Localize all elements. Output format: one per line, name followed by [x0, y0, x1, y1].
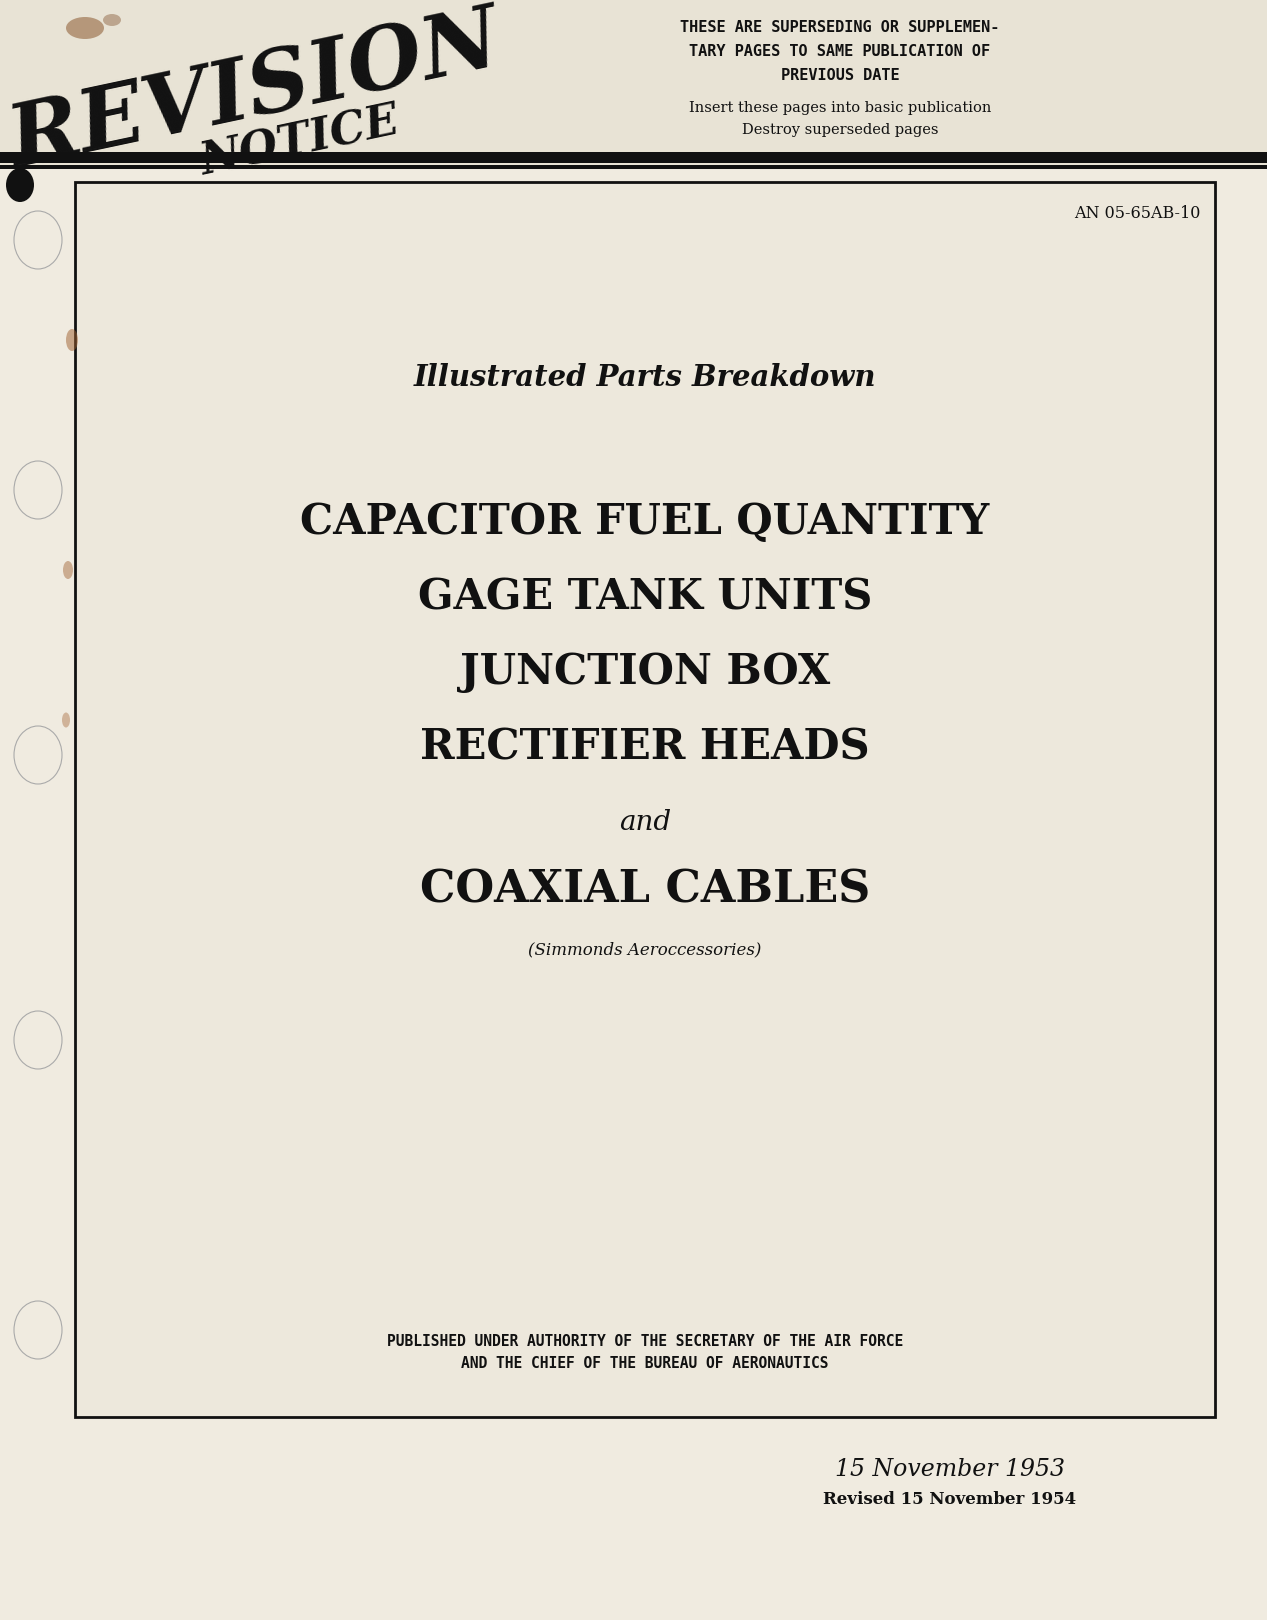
Text: 15 November 1953: 15 November 1953 — [835, 1458, 1066, 1481]
Text: AND THE CHIEF OF THE BUREAU OF AERONAUTICS: AND THE CHIEF OF THE BUREAU OF AERONAUTI… — [461, 1356, 829, 1372]
Ellipse shape — [14, 1301, 62, 1359]
Text: Illustrated Parts Breakdown: Illustrated Parts Breakdown — [414, 363, 877, 392]
Text: NOTICE: NOTICE — [196, 100, 404, 185]
Bar — [75, 181, 1215, 1418]
Ellipse shape — [14, 726, 62, 784]
Text: TARY PAGES TO SAME PUBLICATION OF: TARY PAGES TO SAME PUBLICATION OF — [689, 44, 991, 60]
Ellipse shape — [6, 168, 34, 202]
Text: (Simmonds Aeroccessories): (Simmonds Aeroccessories) — [528, 941, 761, 959]
Text: Revised 15 November 1954: Revised 15 November 1954 — [824, 1490, 1077, 1508]
Ellipse shape — [62, 713, 70, 727]
Ellipse shape — [14, 1011, 62, 1069]
Ellipse shape — [66, 329, 79, 352]
Text: THESE ARE SUPERSEDING OR SUPPLEMEN-: THESE ARE SUPERSEDING OR SUPPLEMEN- — [680, 21, 1000, 36]
Text: PUBLISHED UNDER AUTHORITY OF THE SECRETARY OF THE AIR FORCE: PUBLISHED UNDER AUTHORITY OF THE SECRETA… — [386, 1335, 903, 1349]
Text: REVISION: REVISION — [1, 0, 508, 185]
Bar — [0, 0, 1267, 168]
Text: Insert these pages into basic publication: Insert these pages into basic publicatio… — [689, 100, 991, 115]
Text: GAGE TANK UNITS: GAGE TANK UNITS — [418, 577, 872, 617]
Ellipse shape — [66, 16, 104, 39]
Text: Destroy superseded pages: Destroy superseded pages — [741, 123, 939, 138]
Bar — [0, 152, 1267, 164]
Bar — [0, 165, 1267, 168]
Text: AN 05-65AB-10: AN 05-65AB-10 — [1073, 206, 1200, 222]
Text: PREVIOUS DATE: PREVIOUS DATE — [780, 68, 900, 84]
Ellipse shape — [103, 15, 122, 26]
Text: CAPACITOR FUEL QUANTITY: CAPACITOR FUEL QUANTITY — [300, 501, 990, 543]
Text: COAXIAL CABLES: COAXIAL CABLES — [419, 868, 870, 912]
Ellipse shape — [14, 211, 62, 269]
Ellipse shape — [63, 561, 73, 578]
Text: and: and — [620, 808, 672, 836]
Text: JUNCTION BOX: JUNCTION BOX — [460, 651, 830, 693]
Text: RECTIFIER HEADS: RECTIFIER HEADS — [421, 726, 870, 768]
Ellipse shape — [14, 462, 62, 518]
